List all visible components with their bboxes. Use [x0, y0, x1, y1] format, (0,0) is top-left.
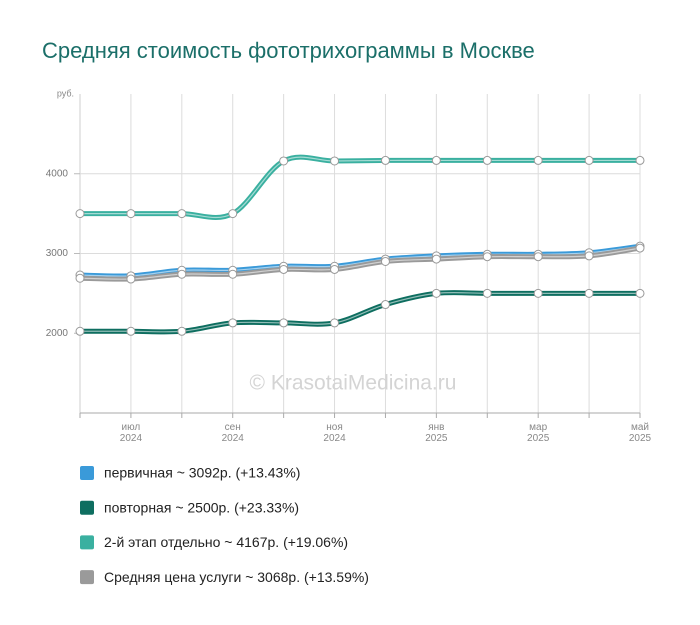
legend-label: Средняя цена услуги ~ 3068р. (+13.59%)	[104, 569, 369, 585]
chart-title: Средняя стоимость фототрихограммы в Моск…	[42, 38, 535, 63]
data-point	[431, 155, 441, 165]
x-tick-label: сен 2024	[222, 422, 245, 444]
data-point	[533, 288, 543, 298]
data-point	[584, 155, 594, 165]
legend-swatch	[80, 500, 94, 515]
data-point	[431, 254, 441, 264]
data-point	[75, 326, 85, 336]
legend-swatch	[80, 535, 94, 550]
data-point	[584, 288, 594, 298]
data-point	[482, 252, 492, 262]
watermark: © KrasotaiMedicina.ru	[250, 372, 457, 395]
x-tick-label: ноя 2024	[323, 422, 346, 444]
data-point	[330, 318, 340, 328]
series-line	[80, 154, 640, 220]
legend-label: первичная ~ 3092р. (+13.43%)	[104, 465, 300, 481]
data-point	[380, 256, 390, 266]
y-tick-label: 2000	[46, 328, 69, 339]
x-tick-label: янв 2025	[425, 422, 448, 444]
data-point	[126, 209, 136, 219]
data-point	[177, 326, 187, 336]
data-point	[126, 326, 136, 336]
data-point	[75, 209, 85, 219]
y-tick-label: 4000	[46, 168, 69, 179]
y-tick-label: 3000	[46, 248, 69, 259]
data-point	[126, 274, 136, 284]
series-line-highlight	[80, 156, 640, 219]
data-point	[380, 300, 390, 310]
data-point	[533, 155, 543, 165]
data-point	[533, 252, 543, 262]
legend-label: повторная ~ 2500р. (+23.33%)	[104, 499, 299, 515]
data-point	[635, 155, 645, 165]
y-unit: руб.	[57, 88, 74, 98]
data-point	[584, 251, 594, 261]
x-tick-label: мар 2025	[527, 422, 550, 444]
data-point	[279, 318, 289, 328]
x-tick-label: май 2025	[629, 422, 652, 444]
data-point	[279, 264, 289, 274]
data-point	[330, 156, 340, 166]
data-point	[431, 288, 441, 298]
data-point	[177, 209, 187, 219]
data-point	[228, 209, 238, 219]
data-point	[482, 155, 492, 165]
data-point	[482, 288, 492, 298]
legend-swatch	[80, 466, 94, 480]
x-tick-label: июл 2024	[120, 422, 143, 444]
legend-swatch	[80, 570, 94, 585]
data-point	[635, 288, 645, 298]
data-point	[75, 273, 85, 283]
data-point	[380, 155, 390, 165]
data-point	[228, 269, 238, 279]
series-line	[80, 290, 640, 335]
legend-label: 2-й этап отдельно ~ 4167р. (+19.06%)	[104, 534, 348, 550]
data-point	[635, 243, 645, 253]
data-point	[279, 156, 289, 166]
data-point	[177, 269, 187, 279]
data-point	[228, 318, 238, 328]
data-point	[330, 264, 340, 274]
